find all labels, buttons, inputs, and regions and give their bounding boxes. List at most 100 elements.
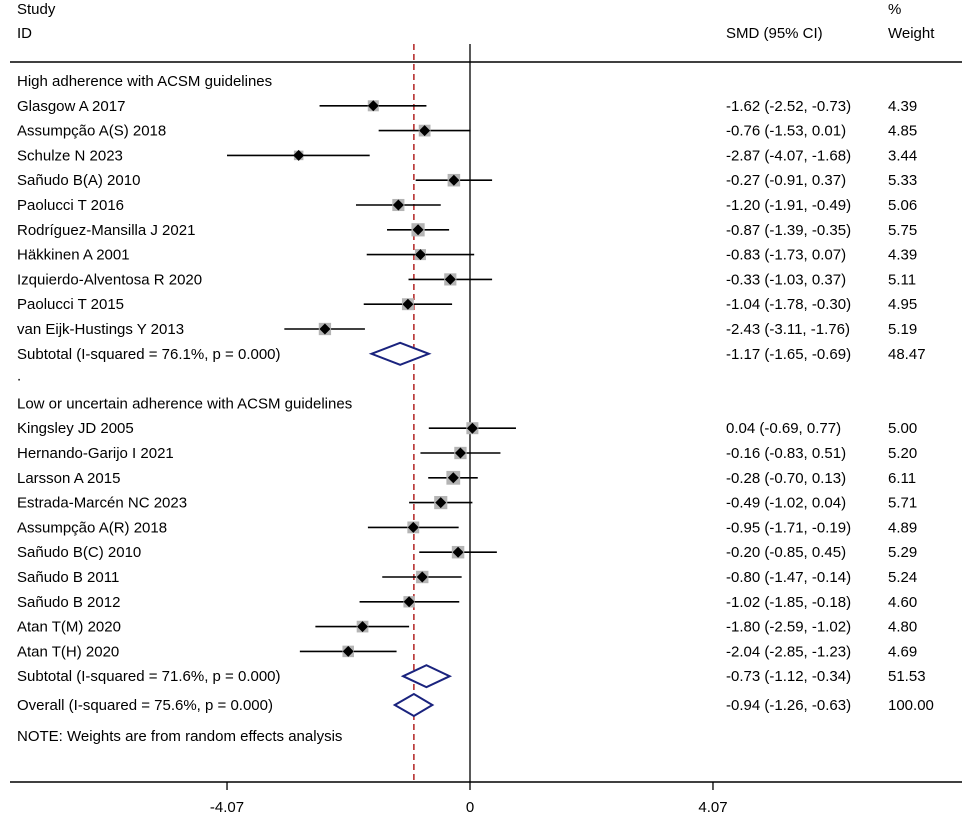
subtotal-weight-text: 51.53 bbox=[888, 668, 926, 685]
study-label: Hernando-Garijo I 2021 bbox=[17, 445, 174, 462]
ci-text: -0.49 (-1.02, 0.04) bbox=[726, 495, 846, 512]
study-label: Atan T(H) 2020 bbox=[17, 643, 119, 660]
weight-text: 5.11 bbox=[888, 271, 916, 288]
header-study: Study bbox=[17, 1, 56, 18]
point-estimate-marker bbox=[392, 199, 404, 211]
header-weight: Weight bbox=[888, 25, 935, 42]
weight-text: 5.19 bbox=[888, 321, 917, 338]
study-label: Paolucci T 2016 bbox=[17, 197, 124, 214]
ci-text: -1.20 (-1.91, -0.49) bbox=[726, 197, 851, 214]
point-estimate-marker bbox=[448, 174, 460, 186]
point-estimate-marker bbox=[419, 125, 431, 137]
study-label: Sañudo B(C) 2010 bbox=[17, 544, 141, 561]
weight-text: 4.85 bbox=[888, 123, 917, 140]
study-label: Estrada-Marcén NC 2023 bbox=[17, 495, 187, 512]
point-estimate-marker bbox=[466, 422, 478, 434]
ci-text: -0.27 (-0.91, 0.37) bbox=[726, 172, 846, 189]
ci-text: -0.28 (-0.70, 0.13) bbox=[726, 470, 846, 487]
header-effect: SMD (95% CI) bbox=[726, 25, 823, 42]
study-label: Glasgow A 2017 bbox=[17, 98, 125, 115]
point-estimate-marker bbox=[402, 298, 414, 310]
x-tick-label: -4.07 bbox=[210, 799, 244, 816]
study-label: Paolucci T 2015 bbox=[17, 296, 124, 313]
ci-text: -0.16 (-0.83, 0.51) bbox=[726, 445, 846, 462]
point-estimate-marker bbox=[407, 521, 419, 533]
overall-ci-text: -0.94 (-1.26, -0.63) bbox=[726, 697, 851, 714]
weight-text: 4.39 bbox=[888, 247, 917, 264]
overall-diamond bbox=[392, 692, 435, 718]
point-estimate-marker bbox=[454, 447, 466, 459]
point-estimate-marker bbox=[452, 546, 464, 558]
subtotal-diamond bbox=[368, 341, 432, 366]
ci-text: -0.20 (-0.85, 0.45) bbox=[726, 544, 846, 561]
point-estimate-marker bbox=[412, 224, 424, 236]
weight-text: 4.60 bbox=[888, 594, 917, 611]
study-label: Assumpção A(R) 2018 bbox=[17, 519, 167, 536]
study-label: Häkkinen A 2001 bbox=[17, 247, 130, 264]
weight-text: 4.80 bbox=[888, 619, 917, 636]
header-percent: % bbox=[888, 1, 901, 18]
subtotal-label: Subtotal (I-squared = 71.6%, p = 0.000) bbox=[17, 668, 281, 685]
footnote: NOTE: Weights are from random effects an… bbox=[17, 728, 342, 745]
point-estimate-marker bbox=[414, 249, 426, 261]
study-label: Sañudo B 2011 bbox=[17, 569, 119, 586]
overall-weight-text: 100.00 bbox=[888, 697, 934, 714]
x-tick-label: 4.07 bbox=[698, 799, 727, 816]
weight-text: 5.00 bbox=[888, 420, 917, 437]
point-estimate-marker bbox=[416, 571, 428, 583]
weight-text: 5.71 bbox=[888, 495, 917, 512]
weight-text: 6.11 bbox=[888, 470, 916, 487]
study-label: Sañudo B 2012 bbox=[17, 594, 120, 611]
study-label: Larsson A 2015 bbox=[17, 470, 120, 487]
weight-text: 5.06 bbox=[888, 197, 917, 214]
subtotal-diamond bbox=[400, 664, 453, 689]
ci-text: -0.95 (-1.71, -0.19) bbox=[726, 519, 851, 536]
point-estimate-marker bbox=[293, 149, 305, 161]
study-label: Sañudo B(A) 2010 bbox=[17, 172, 140, 189]
ci-text: -0.83 (-1.73, 0.07) bbox=[726, 247, 846, 264]
point-estimate-marker bbox=[435, 497, 447, 509]
study-label: Schulze N 2023 bbox=[17, 147, 123, 164]
x-tick-label: 0 bbox=[466, 799, 474, 816]
study-label: Kingsley JD 2005 bbox=[17, 420, 134, 437]
weight-text: 5.29 bbox=[888, 544, 917, 561]
point-estimate-marker bbox=[367, 100, 379, 112]
study-label: Assumpção A(S) 2018 bbox=[17, 123, 166, 140]
subtotal-ci-text: -0.73 (-1.12, -0.34) bbox=[726, 668, 851, 685]
ci-text: -1.62 (-2.52, -0.73) bbox=[726, 98, 851, 115]
point-estimate-marker bbox=[319, 323, 331, 335]
weight-text: 4.39 bbox=[888, 98, 917, 115]
ci-text: -2.04 (-2.85, -1.23) bbox=[726, 643, 851, 660]
ci-text: -1.80 (-2.59, -1.02) bbox=[726, 619, 851, 636]
point-estimate-marker bbox=[444, 273, 456, 285]
weight-text: 5.33 bbox=[888, 172, 917, 189]
point-estimate-marker bbox=[403, 596, 415, 608]
ci-text: -0.33 (-1.03, 0.37) bbox=[726, 271, 846, 288]
weight-text: 4.95 bbox=[888, 296, 917, 313]
ci-text: -2.87 (-4.07, -1.68) bbox=[726, 147, 851, 164]
subtotal-ci-text: -1.17 (-1.65, -0.69) bbox=[726, 346, 851, 363]
weight-text: 4.69 bbox=[888, 643, 917, 660]
ci-text: -0.80 (-1.47, -0.14) bbox=[726, 569, 851, 586]
point-estimate-marker bbox=[342, 645, 354, 657]
ci-text: -2.43 (-3.11, -1.76) bbox=[726, 321, 850, 338]
ci-text: -0.87 (-1.39, -0.35) bbox=[726, 222, 851, 239]
study-label: van Eijk-Hustings Y 2013 bbox=[17, 321, 184, 338]
header-id: ID bbox=[17, 25, 32, 42]
subtotal-weight-text: 48.47 bbox=[888, 346, 926, 363]
spacer-dot: . bbox=[17, 690, 21, 707]
ci-text: 0.04 (-0.69, 0.77) bbox=[726, 420, 841, 437]
point-estimate-marker bbox=[357, 621, 369, 633]
ci-text: -1.02 (-1.85, -0.18) bbox=[726, 594, 851, 611]
group-label: High adherence with ACSM guidelines bbox=[17, 73, 272, 90]
study-label: Izquierdo-Alventosa R 2020 bbox=[17, 271, 202, 288]
weight-text: 5.24 bbox=[888, 569, 917, 586]
study-label: Rodríguez-Mansilla J 2021 bbox=[17, 222, 195, 239]
spacer-dot: . bbox=[17, 368, 21, 385]
weight-text: 4.89 bbox=[888, 519, 917, 536]
group-label: Low or uncertain adherence with ACSM gui… bbox=[17, 395, 352, 412]
weight-text: 3.44 bbox=[888, 147, 917, 164]
subtotal-label: Subtotal (I-squared = 76.1%, p = 0.000) bbox=[17, 346, 281, 363]
